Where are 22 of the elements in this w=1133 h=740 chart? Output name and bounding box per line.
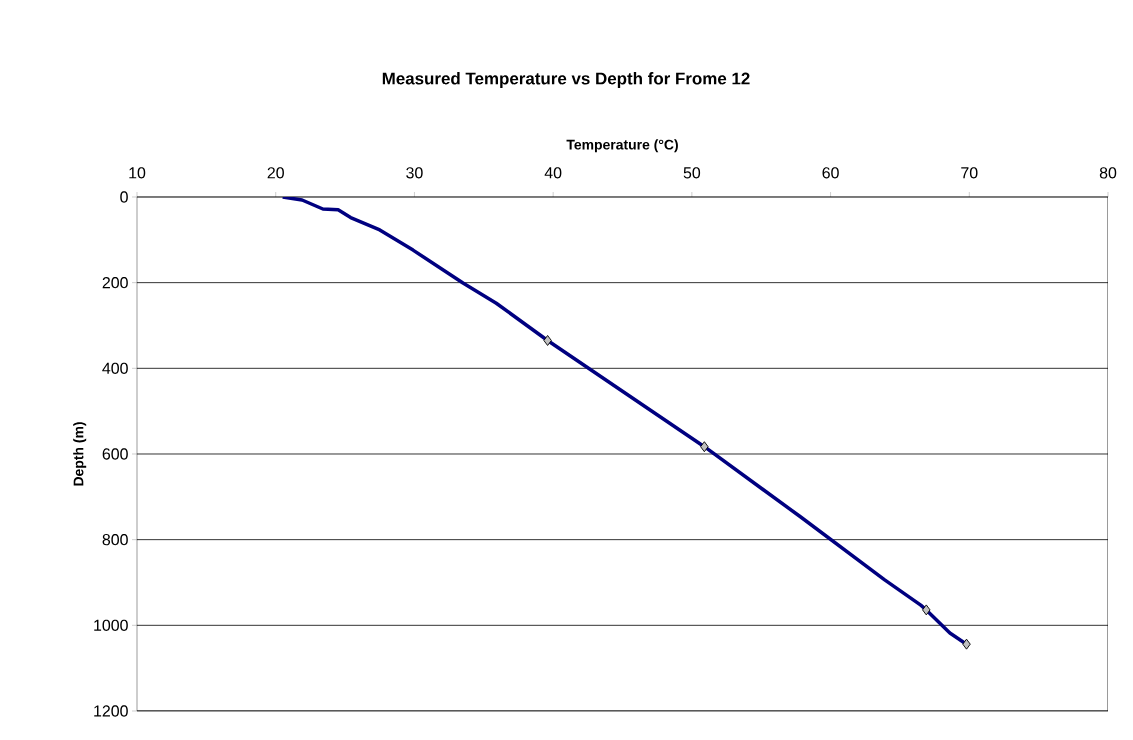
y-tick-label: 600 <box>102 448 128 460</box>
y-tick-label: 400 <box>102 362 128 374</box>
x-tick-label: 10 <box>129 167 146 179</box>
chart-title: Measured Temperature vs Depth for Frome 12 <box>382 72 750 88</box>
x-tick-label: 50 <box>683 167 701 179</box>
y-axis-title: Depth (m) <box>73 422 87 486</box>
x-tick-label: 30 <box>406 167 423 179</box>
y-tick-label: 200 <box>102 277 128 289</box>
point <box>700 441 709 453</box>
x-tick-label: 60 <box>822 167 839 179</box>
x-tick-label: 80 <box>1099 167 1117 179</box>
x-tick-label: 20 <box>267 167 284 179</box>
y-tick-label: 800 <box>102 534 128 546</box>
y-tick-label: 0 <box>120 191 128 203</box>
x-tick-label: 40 <box>544 167 562 179</box>
point <box>922 604 931 616</box>
point <box>962 638 971 650</box>
y-tick-label: 1000 <box>94 619 128 631</box>
y-tick-label: 1200 <box>94 705 128 717</box>
x-axis-title: Temperature (°C) <box>566 139 678 153</box>
point <box>543 335 552 346</box>
x-tick-label: 70 <box>961 167 978 179</box>
